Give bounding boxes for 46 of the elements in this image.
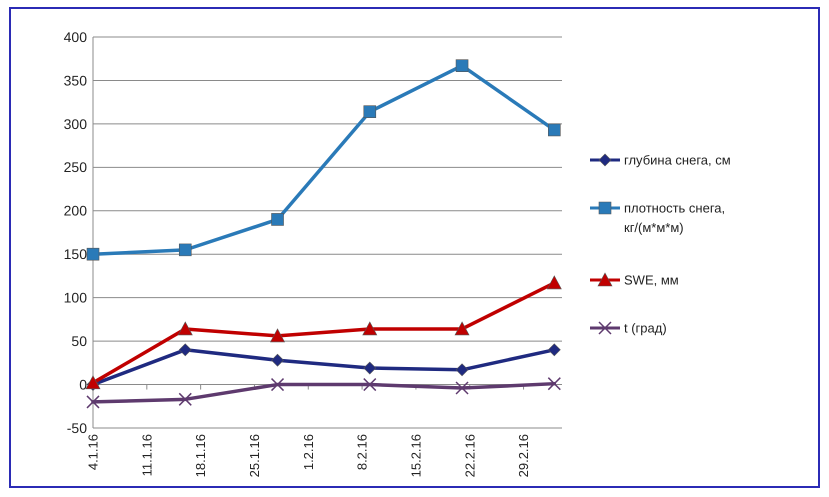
x-tick-label: 25.1.16: [247, 434, 262, 478]
y-tick-label: 400: [64, 28, 88, 45]
x-tick-label: 4.1.16: [86, 434, 101, 470]
point: [86, 395, 100, 409]
y-tick-label: 200: [64, 202, 88, 219]
x-tick-label: 8.2.16: [354, 434, 370, 470]
point: [548, 344, 561, 356]
point: [86, 376, 100, 390]
y-tick-label: 0: [79, 376, 88, 392]
point: [548, 124, 561, 136]
x-tick-label: 11.1.16: [139, 434, 154, 476]
point: [178, 244, 192, 256]
x-tick-label: 15.2.16: [408, 434, 424, 478]
x-tick-label: 29.2.16: [516, 434, 532, 478]
y-tick-label: 150: [64, 246, 88, 262]
point: [363, 105, 376, 118]
point: [362, 322, 378, 336]
y-tick-label: 100: [64, 290, 88, 306]
y-tick-label: -50: [66, 420, 88, 436]
point: [456, 59, 468, 72]
y-tick-label: 350: [64, 72, 88, 88]
y-tick-label: 50: [71, 333, 88, 350]
point: [456, 363, 468, 376]
point: [271, 213, 284, 226]
point: [454, 322, 470, 336]
point: [270, 378, 284, 392]
point: [270, 328, 285, 342]
legend-label: SWE, мм: [624, 272, 679, 288]
x-tick-label: 22.2.16: [462, 434, 478, 478]
point: [363, 378, 377, 392]
point: [271, 354, 284, 367]
legend-label: t (град): [624, 320, 667, 336]
y-tick-label: 250: [64, 159, 88, 176]
point: [363, 362, 376, 374]
point: [547, 276, 562, 290]
point: [86, 248, 100, 261]
point: [178, 392, 192, 406]
point: [178, 322, 193, 336]
x-tick-label: 1.2.16: [300, 434, 316, 470]
x-tick-label: 18.1.16: [193, 434, 208, 478]
y-tick-label: 300: [64, 116, 88, 132]
point: [548, 376, 562, 390]
point: [178, 344, 192, 356]
legend-label: плотность снега, кг/(м*м*м): [624, 200, 726, 236]
point: [455, 381, 469, 395]
legend-label: глубина снега, см: [624, 152, 731, 168]
